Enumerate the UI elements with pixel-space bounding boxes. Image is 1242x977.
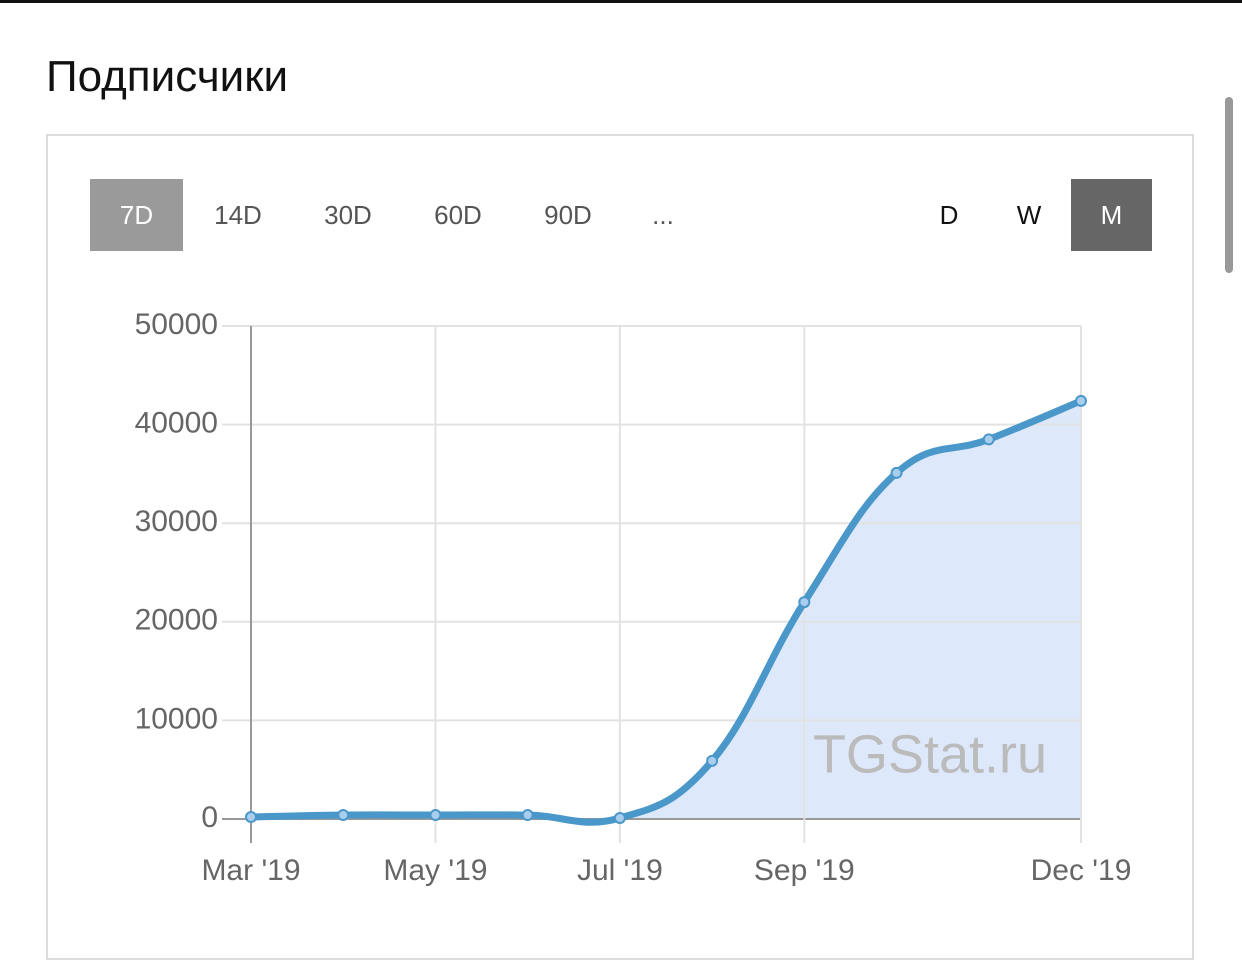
x-tick-label: Dec '19: [1031, 854, 1132, 887]
y-tick-label: 20000: [135, 604, 218, 637]
range-button[interactable]: 60D: [434, 200, 482, 230]
period-button[interactable]: W: [1016, 200, 1042, 230]
range-button[interactable]: 7D: [90, 179, 183, 251]
point: [1075, 394, 1087, 407]
range-button[interactable]: 90D: [544, 200, 592, 230]
point: [982, 433, 995, 446]
period-button[interactable]: M: [1071, 179, 1152, 251]
watermark: TGStat.ru: [813, 724, 1047, 784]
point: [429, 809, 442, 822]
point: [890, 466, 903, 479]
y-tick-label: 0: [201, 801, 218, 834]
x-tick-label: Jul '19: [577, 854, 663, 887]
y-tick-label: 40000: [135, 407, 218, 440]
scrollbar[interactable]: [1225, 97, 1233, 273]
x-tick-label: Mar '19: [201, 854, 300, 887]
y-tick-label: 30000: [135, 505, 218, 538]
area-fill: [251, 400, 1081, 823]
point: [613, 812, 626, 825]
page-title: Подписчики: [46, 52, 289, 101]
point: [706, 754, 719, 767]
y-tick-label: 10000: [135, 702, 218, 735]
y-tick-label: 50000: [135, 308, 218, 341]
point: [337, 809, 350, 822]
range-button[interactable]: ...: [652, 200, 674, 230]
chart-card: [46, 134, 1194, 960]
point: [798, 596, 811, 609]
x-tick-label: Sep '19: [754, 854, 855, 887]
top-border: [0, 0, 1242, 3]
point: [521, 809, 534, 822]
range-button[interactable]: 30D: [324, 200, 372, 230]
line: [247, 397, 1085, 826]
range-button[interactable]: 14D: [214, 200, 262, 230]
x-tick-label: May '19: [383, 854, 487, 887]
point: [245, 811, 257, 824]
period-button[interactable]: D: [939, 200, 959, 230]
